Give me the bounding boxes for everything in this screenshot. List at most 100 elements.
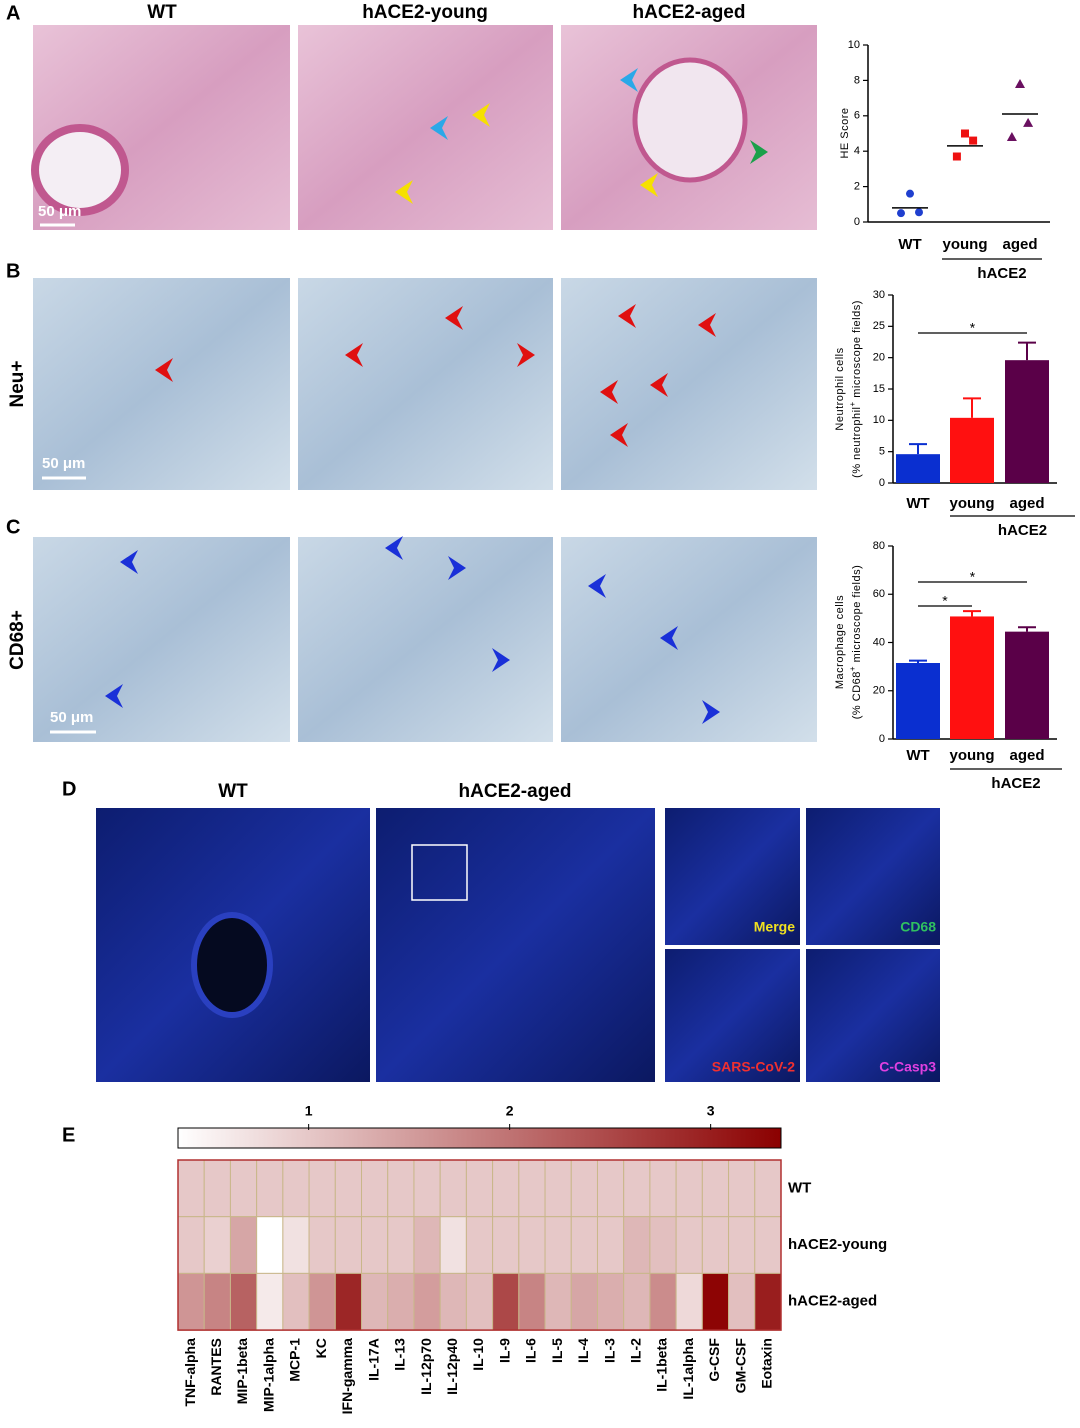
heatmap-cell: [177, 1216, 205, 1274]
heatmap-cell: [649, 1272, 677, 1331]
row-label: CD68+: [7, 610, 28, 670]
colorbar-tick-label: 3: [707, 1103, 715, 1119]
scale-bar-label: 50 μm: [38, 203, 81, 220]
y-tick-label: 6: [854, 110, 860, 122]
column-label: IL-12p70: [418, 1338, 434, 1395]
heatmap-cell: [675, 1216, 703, 1274]
column-label: WT: [147, 2, 177, 23]
row-label: Neu+: [7, 361, 28, 408]
y-axis-label-sup: +: [848, 666, 857, 671]
point: [906, 189, 914, 198]
heatmap-cell: [518, 1159, 546, 1218]
y-tick-label: 20: [873, 685, 885, 697]
heatmap-cell: [544, 1159, 572, 1218]
y-tick-label: 0: [854, 216, 860, 228]
bar: [896, 663, 940, 739]
heatmap-cell: [308, 1159, 336, 1218]
heatmap-cell: [203, 1216, 231, 1274]
heatmap-cell: [754, 1159, 782, 1218]
heatmap-cell: [465, 1272, 494, 1331]
y-tick-label: 20: [873, 352, 885, 364]
heatmap-cell: [492, 1272, 520, 1331]
colorbar-tick-label: 2: [506, 1103, 514, 1119]
heatmap-cell: [754, 1272, 782, 1331]
channel-label: CD68: [900, 919, 936, 935]
column-label: MIP-1beta: [234, 1338, 250, 1404]
heatmap-cell: [387, 1159, 415, 1218]
y-axis-label: Macrophage cells: [834, 595, 846, 689]
heatmap-cell: [623, 1272, 651, 1331]
column-label: IL-17A: [365, 1338, 381, 1381]
column-label: KC: [313, 1338, 329, 1358]
heatmap-cell: [256, 1272, 284, 1331]
heatmap-cell: [728, 1216, 756, 1274]
bar: [950, 417, 994, 483]
heatmap-cell: [570, 1216, 598, 1274]
heatmap-cell: [256, 1216, 284, 1274]
row-label: hACE2-aged: [788, 1293, 877, 1310]
significance-label: *: [942, 593, 948, 609]
x-tick-label: WT: [898, 236, 921, 253]
heatmap-cell: [465, 1216, 494, 1274]
point: [961, 129, 969, 138]
heatmap-cell: [413, 1159, 441, 1218]
point: [897, 209, 905, 218]
heatmap-cell: [465, 1159, 494, 1218]
panel-label: C: [6, 516, 20, 538]
x-tick-label: young: [950, 495, 995, 512]
heatmap-cell: [256, 1159, 284, 1218]
column-label: IL-6: [523, 1338, 539, 1363]
heatmap-cell: [439, 1159, 467, 1218]
heatmap-cell: [308, 1272, 336, 1331]
column-label: IL-5: [549, 1338, 565, 1363]
heatmap-cell: [701, 1272, 730, 1331]
heatmap-cell: [675, 1272, 703, 1331]
column-label: IL-2: [628, 1338, 644, 1363]
group-label: hACE2: [991, 775, 1040, 792]
y-tick-label: 8: [854, 74, 860, 86]
column-label: IL-1beta: [654, 1338, 670, 1392]
y-axis-label: HE Score: [839, 107, 851, 158]
y-tick-label: 30: [873, 289, 885, 301]
bar: [950, 616, 994, 739]
scale-bar-label: 50 μm: [42, 455, 85, 472]
y-axis-label-sup: +: [848, 401, 857, 406]
heatmap-cell: [623, 1216, 651, 1274]
y-axis-label-part: (% neutrophil: [851, 407, 863, 478]
heatmap-cell: [623, 1159, 651, 1218]
channel-label: Merge: [754, 919, 795, 935]
bar: [896, 454, 940, 483]
heatmap-cell: [596, 1216, 625, 1274]
bar: [1005, 631, 1049, 739]
panel-label: B: [6, 260, 20, 282]
x-tick-label: young: [950, 747, 995, 764]
x-tick-label: young: [943, 236, 988, 253]
heatmap-cell: [728, 1159, 756, 1218]
y-axis-label: (% neutrophil+ microscope fields): [848, 300, 863, 478]
heatmap-cell: [229, 1216, 258, 1274]
channel-label: C-Casp3: [879, 1059, 936, 1075]
column-label: GM-CSF: [732, 1338, 748, 1394]
column-label: IL-4: [575, 1338, 591, 1363]
heatmap-cell: [177, 1272, 205, 1331]
column-label: WT: [218, 781, 248, 802]
heatmap-cell: [518, 1216, 546, 1274]
significance-label: *: [970, 569, 976, 585]
column-label: MIP-1alpha: [260, 1338, 276, 1412]
colorbar-tick-label: 1: [305, 1103, 313, 1119]
heatmap-cell: [492, 1216, 520, 1274]
heatmap-cell: [596, 1159, 625, 1218]
heatmap-cell: [413, 1216, 441, 1274]
heatmap-cell: [570, 1272, 598, 1331]
y-axis-label-part: microscope fields): [851, 565, 863, 666]
heatmap-cell: [413, 1272, 441, 1331]
heatmap-cell: [544, 1216, 572, 1274]
column-label: IL-12p40: [444, 1338, 460, 1395]
heatmap-cell: [387, 1272, 415, 1331]
y-tick-label: 5: [879, 446, 885, 458]
panel-label: E: [62, 1124, 75, 1146]
column-label: MCP-1: [287, 1338, 303, 1382]
column-label: hACE2-aged: [459, 781, 572, 802]
point: [915, 208, 923, 217]
bar: [1005, 360, 1049, 483]
